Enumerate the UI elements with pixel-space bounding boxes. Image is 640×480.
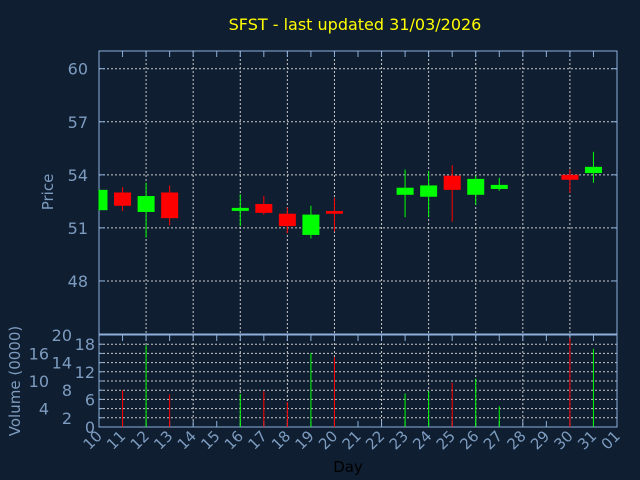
x-tick-label: 21 [339, 427, 365, 453]
x-tick-label: 17 [244, 427, 270, 453]
x-tick-label: 22 [362, 427, 388, 453]
x-tick-label: 14 [174, 427, 200, 453]
price-tick-label: 48 [68, 272, 88, 291]
x-tick-label: 28 [503, 427, 529, 453]
candle-body [490, 184, 508, 189]
x-tick-label: 16 [221, 427, 247, 453]
volume-tick-label: 8 [62, 381, 72, 400]
volume-tick-label: 18 [75, 335, 95, 354]
x-tick-label: 20 [315, 427, 341, 453]
volume-tick-label: 14 [52, 354, 72, 373]
volume-tick-label: 6 [85, 390, 95, 409]
x-tick-label: 01 [598, 427, 624, 453]
x-tick-label: 10 [80, 427, 106, 453]
volume-tick-label: 10 [29, 372, 49, 391]
x-tick-label: 27 [480, 427, 506, 453]
candle-body [467, 178, 485, 195]
x-tick-label: 23 [386, 427, 412, 453]
x-tick-label: 26 [456, 427, 482, 453]
candle-body [161, 192, 179, 219]
volume-axis-label: Volume (0000) [6, 326, 24, 436]
candle-body [443, 175, 461, 190]
price-tick-label: 51 [68, 219, 88, 238]
x-tick-label: 12 [127, 427, 153, 453]
x-tick-label: 15 [197, 427, 223, 453]
candle-body [114, 192, 132, 206]
chart-title: SFST - last updated 31/03/2026 [229, 15, 482, 34]
candle-body [278, 213, 296, 227]
x-tick-label: 31 [574, 427, 600, 453]
candle-body [302, 214, 320, 235]
price-tick-label: 60 [68, 60, 88, 79]
volume-tick-label: 4 [39, 400, 49, 419]
candle-body [584, 166, 602, 174]
volume-tick-label: 12 [75, 363, 95, 382]
x-tick-label: 29 [527, 427, 553, 453]
x-axis-label: Day [333, 458, 363, 476]
price-tick-label: 57 [68, 113, 88, 132]
volume-tick-label: 20 [52, 326, 72, 345]
x-tick-label: 11 [103, 427, 129, 453]
x-tick-label: 24 [409, 427, 435, 453]
candle-body [561, 174, 579, 180]
candle-body [325, 211, 343, 214]
price-axis-label: Price [39, 174, 57, 211]
candle-body [99, 189, 108, 211]
volume-tick-label: 2 [62, 409, 72, 428]
candle-body [137, 196, 155, 212]
candle-body [231, 207, 249, 211]
x-tick-label: 18 [268, 427, 294, 453]
price-tick-label: 54 [68, 166, 88, 185]
candle-body [420, 185, 438, 197]
x-tick-label: 25 [433, 427, 459, 453]
volume-tick-label: 16 [29, 344, 49, 363]
x-tick-label: 19 [292, 427, 318, 453]
x-tick-label: 30 [551, 427, 577, 453]
x-tick-label: 13 [150, 427, 176, 453]
candle-body [255, 203, 273, 213]
candle-body [396, 187, 414, 195]
volume-tick-label: 0 [85, 418, 95, 437]
